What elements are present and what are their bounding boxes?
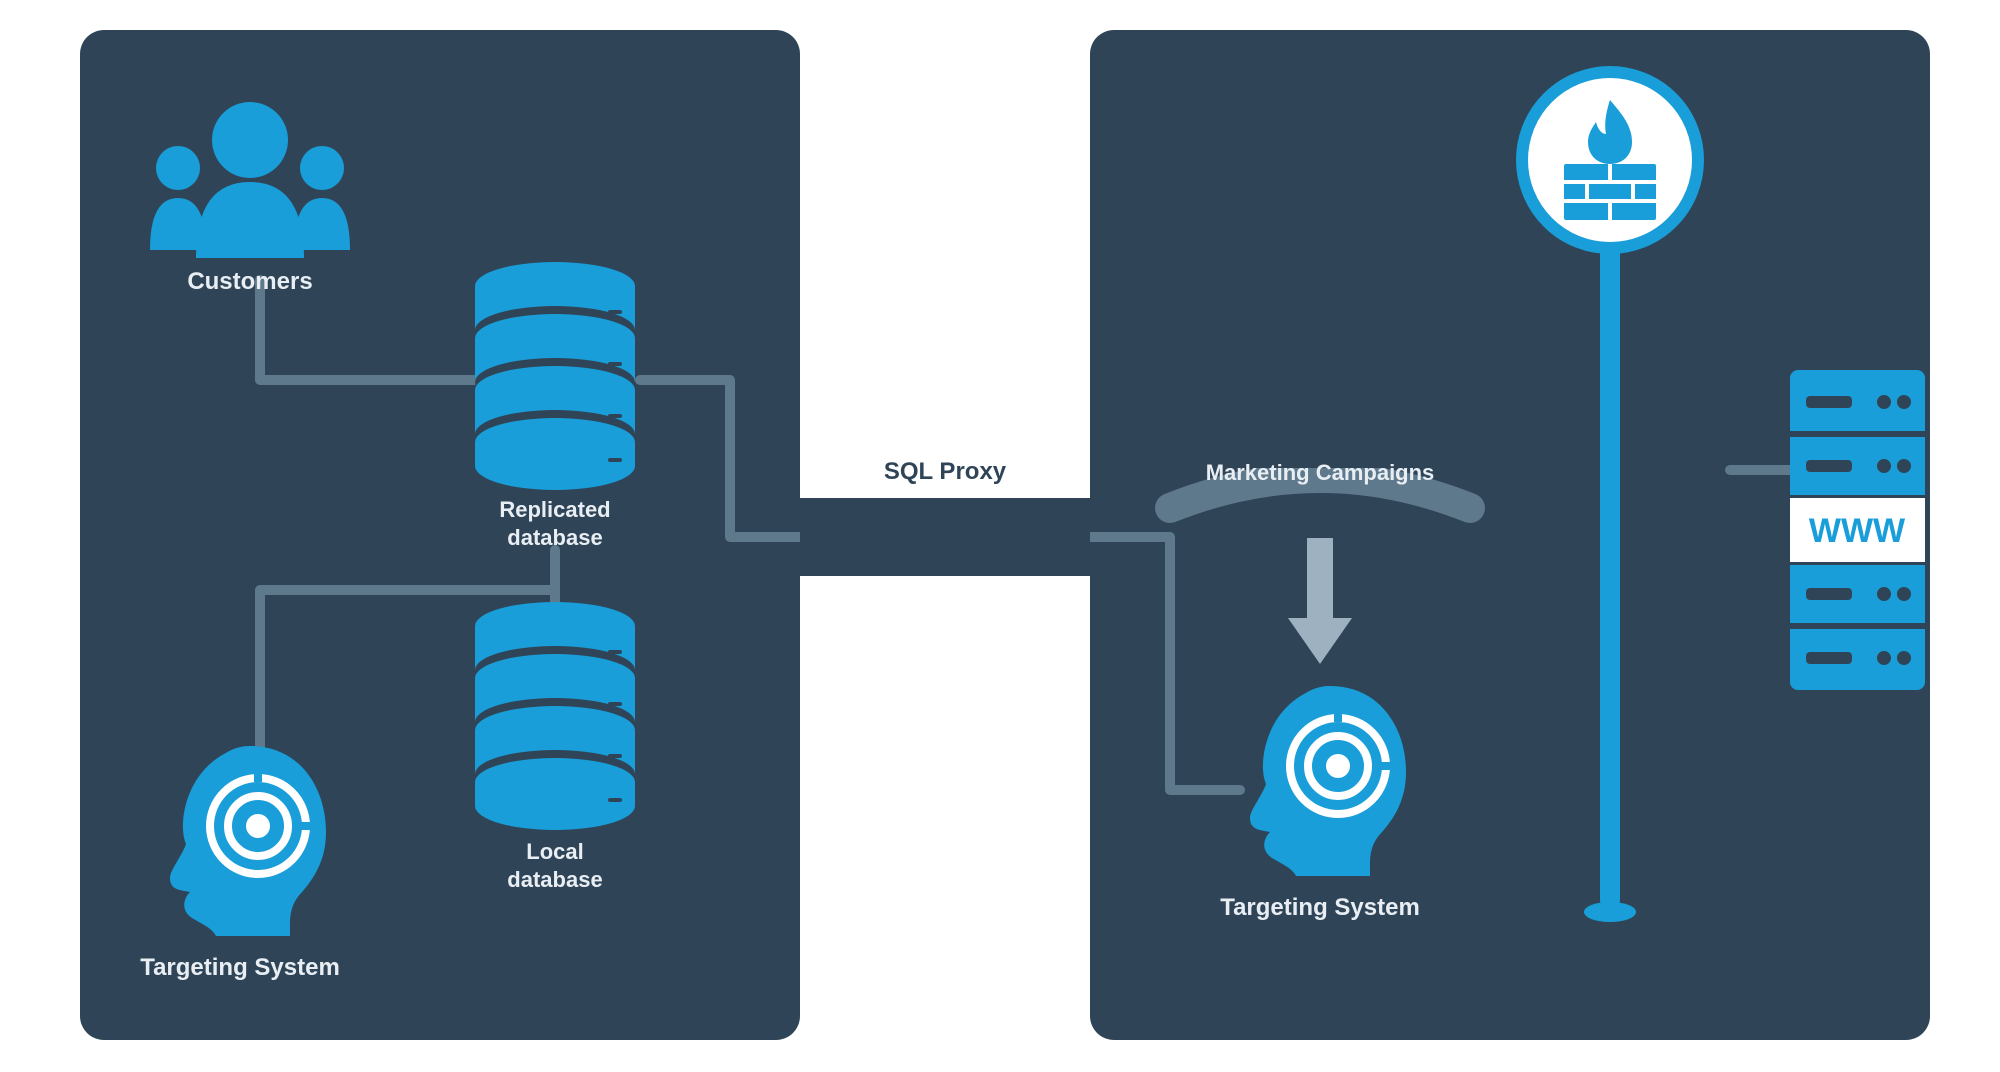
marketing-label: Marketing Campaigns — [1160, 460, 1480, 486]
replicated-db-icon — [460, 260, 650, 490]
local-db-icon — [460, 600, 650, 830]
diagram-canvas: SQL Proxy — [0, 0, 2000, 1072]
targeting-left-icon — [150, 740, 330, 940]
local-db-label: Local database — [430, 838, 680, 893]
replicated-db-label: Replicated database — [430, 496, 680, 551]
bridge-connector — [798, 498, 1093, 576]
server-icon: WWW — [1790, 370, 1925, 690]
bridge-label: SQL Proxy — [800, 458, 1090, 486]
targeting-left-label: Targeting System — [110, 954, 370, 982]
firewall-icon — [1510, 60, 1710, 940]
targeting-right-icon — [1230, 680, 1410, 880]
customers-label: Customers — [120, 268, 380, 296]
marketing-arc — [1150, 468, 1490, 688]
customers-icon — [140, 90, 360, 260]
server-www-text: WWW — [1809, 512, 1906, 550]
targeting-right-label: Targeting System — [1190, 894, 1450, 922]
